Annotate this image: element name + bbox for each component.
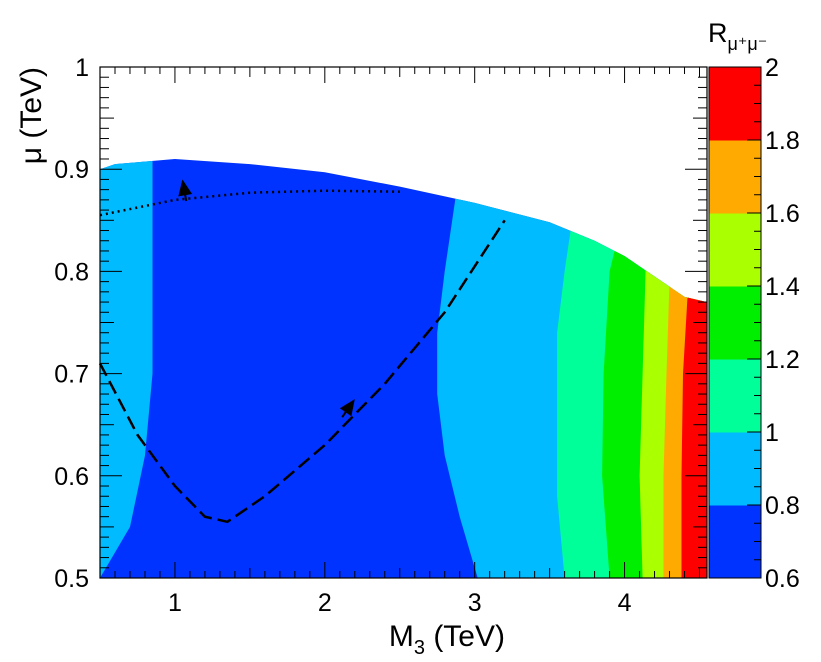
colorbar-tick-label: 1.2 <box>765 346 800 374</box>
arrow-shaft <box>183 191 188 202</box>
colorbar-tick-label: 0.6 <box>765 565 800 593</box>
plot-area <box>98 159 707 578</box>
colorbar-bin <box>709 67 761 104</box>
colorbar-bin <box>709 213 761 250</box>
colorbar-title: Rμ⁺μ⁻ <box>708 18 767 54</box>
colorbar-bin <box>709 505 761 579</box>
colorbar-bin <box>709 322 761 360</box>
x-tick-label: 4 <box>618 589 632 617</box>
colorbar-bin <box>709 103 761 141</box>
y-tick-label: 0.8 <box>54 258 89 286</box>
axis-labels: 1 2 3 4 0.5 0.6 0.7 0.8 0.9 1 0.6 0.8 1 1.2 1.4 1.6 1.8 2… <box>15 18 800 659</box>
colorbar-tick-label: 0.8 <box>765 492 800 520</box>
colorbar-tick-label: 2 <box>765 54 779 82</box>
colorbar-bin <box>709 468 761 506</box>
colorbar-tick-label: 1 <box>765 419 779 447</box>
contour-band <box>100 159 153 578</box>
colorbar-bin <box>709 249 761 287</box>
colorbar-bin <box>709 286 761 323</box>
colorbar-bin <box>709 140 761 177</box>
colorbar-bin <box>709 359 761 396</box>
colorbar-tick-label: 1.4 <box>765 273 800 301</box>
arrow-head <box>178 179 193 197</box>
arrow-head <box>339 399 355 417</box>
y-axis-title: μ (TeV) <box>15 67 48 164</box>
dashed-line <box>98 219 506 524</box>
x-axis-title: M3 (TeV) <box>389 620 505 659</box>
y-tick-label: 0.6 <box>54 463 89 491</box>
dotted-line <box>99 189 400 217</box>
colorbar-bin <box>709 395 761 433</box>
x-tick-label: 2 <box>318 589 332 617</box>
y-tick-label: 0.9 <box>54 156 89 184</box>
colorbar-bin <box>709 176 761 214</box>
colorbar-tick-label: 1.8 <box>765 127 800 155</box>
y-tick-label: 0.7 <box>54 361 89 389</box>
colorbar-tick-label: 1.6 <box>765 200 800 228</box>
colorbar-bin <box>709 432 761 469</box>
x-tick-label: 3 <box>468 589 482 617</box>
colorbar <box>708 66 762 579</box>
arrow-shaft <box>341 408 349 418</box>
y-tick-label: 0.5 <box>54 565 89 593</box>
axes <box>99 66 708 579</box>
y-tick-label: 1 <box>75 54 89 82</box>
x-tick-label: 1 <box>168 589 182 617</box>
